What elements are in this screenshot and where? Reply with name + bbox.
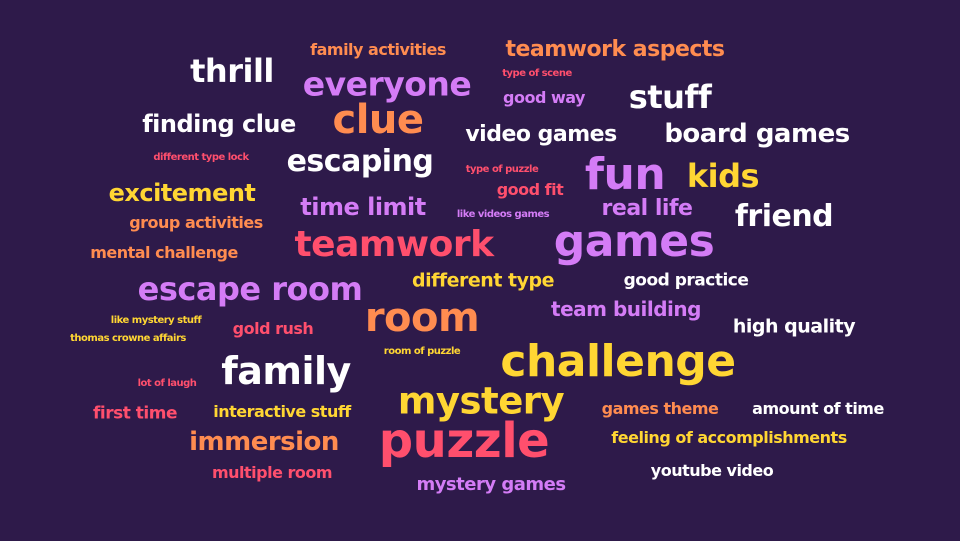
word-room-of-puzzle: room of puzzle [383,346,461,357]
word-feeling-of-accomplishments: feeling of accomplishments [611,428,847,447]
word-lot-of-laugh: lot of laugh [137,378,197,389]
word-multiple-room: multiple room [211,463,333,482]
word-everyone: everyone [302,64,472,104]
word-good-practice: good practice [623,270,749,291]
word-thrill: thrill [190,52,274,90]
word-room: room [364,295,480,341]
word-first-time: first time [93,403,177,424]
word-thomas-crowne-affairs: thomas crowne affairs [70,333,186,344]
word-different-type-lock: different type lock [153,152,249,163]
word-type-of-scene: type of scene [502,68,572,79]
word-friend: friend [734,199,834,234]
word-challenge: challenge [500,336,736,387]
word-games-theme: games theme [601,399,719,418]
word-type-of-puzzle: type of puzzle [465,164,539,175]
word-immersion: immersion [189,427,339,457]
word-good-way: good way [503,88,585,107]
word-mental-challenge: mental challenge [90,243,238,262]
word-board-games: board games [664,119,850,149]
word-kids: kids [686,157,760,195]
word-games: games [553,216,715,267]
word-teamwork-aspects: teamwork aspects [505,37,725,62]
word-finding-clue: finding clue [142,110,296,138]
word-teamwork: teamwork [294,224,494,265]
word-youtube-video: youtube video [650,461,774,480]
word-like-videos-games: like videos games [456,209,550,220]
word-interactive-stuff: interactive stuff [213,402,351,421]
word-escaping: escaping [286,144,434,179]
word-video-games: video games [465,122,617,147]
word-family: family [221,349,351,393]
word-mystery-games: mystery games [416,474,566,495]
word-gold-rush: gold rush [232,319,314,338]
word-stuff: stuff [628,78,712,116]
word-team-building: team building [551,297,701,321]
word-mystery: mystery [397,379,565,423]
word-clue: clue [332,97,424,143]
word-like-mystery-stuff: like mystery stuff [110,315,202,326]
word-puzzle: puzzle [378,413,550,469]
word-real-life: real life [601,196,693,221]
word-family-activities: family activities [310,40,446,59]
word-good-fit: good fit [496,180,564,199]
word-high-quality: high quality [732,315,856,338]
word-escape-room: escape room [137,270,363,308]
word-time-limit: time limit [300,193,426,221]
word-excitement: excitement [108,179,256,207]
word-fun: fun [584,149,666,200]
word-different-type: different type [412,269,554,292]
word-group-activities: group activities [129,213,263,232]
word-amount-of-time: amount of time [752,399,884,418]
